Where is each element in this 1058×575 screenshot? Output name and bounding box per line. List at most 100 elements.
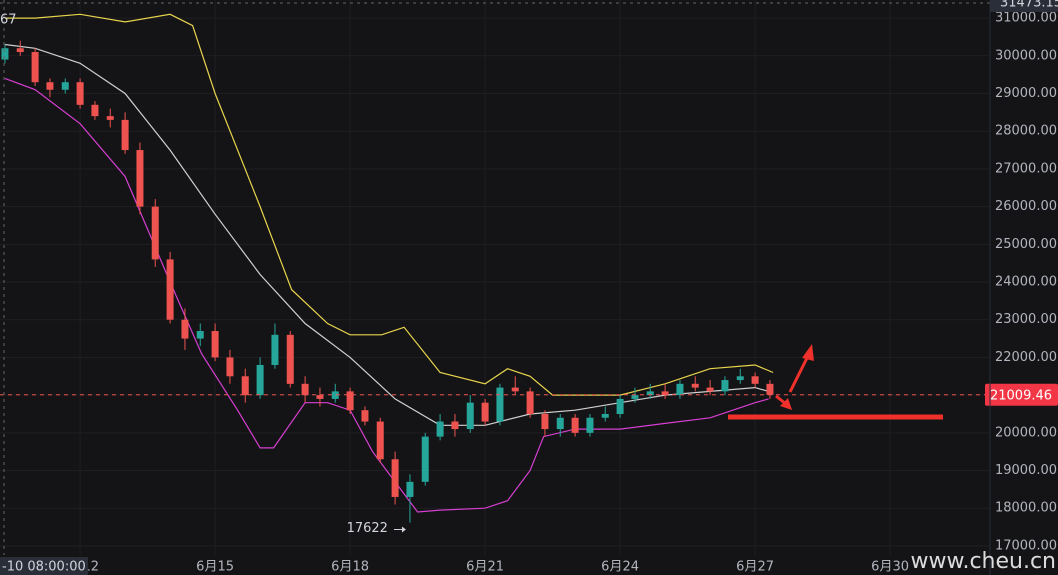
candle-body: [106, 116, 114, 120]
candle-body: [16, 48, 24, 53]
candle: [526, 387, 534, 418]
crosshair-time-box: [0, 557, 88, 575]
candle: [331, 383, 339, 403]
candle: [751, 372, 759, 388]
candle: [271, 323, 279, 369]
candle: [136, 142, 144, 215]
y-tick-label: 19000.00: [995, 463, 1057, 478]
y-tick-label: 31000.00: [995, 11, 1057, 26]
candle-body: [31, 52, 39, 83]
annotation: [728, 344, 943, 420]
last-price-label: 21009.46: [990, 388, 1052, 403]
candle: [286, 331, 294, 388]
candle: [61, 78, 69, 94]
last-price-box: [985, 383, 1058, 406]
candle-body: [736, 376, 744, 381]
candle: [46, 78, 54, 98]
crosshair-price-label: 31473.15: [1000, 0, 1058, 11]
candle: [556, 413, 564, 437]
candle-body: [76, 82, 84, 105]
candle: [361, 406, 369, 426]
candle: [226, 349, 234, 384]
candle-body: [331, 391, 339, 399]
annotation-arrow-head: [802, 344, 814, 361]
y-tick-label: 26000.00: [995, 199, 1057, 214]
annotation-arrow: [788, 355, 810, 393]
y-tick-label: 27000.00: [995, 161, 1057, 176]
candle-body: [376, 421, 384, 460]
candle-body: [211, 331, 219, 358]
candle-body: [346, 391, 354, 411]
candle: [91, 101, 99, 120]
candle-body: [181, 319, 189, 339]
candle: [586, 413, 594, 437]
y-tick-label: 29000.00: [995, 86, 1057, 101]
watermark: www.cheu.cn: [910, 549, 1056, 574]
candle: [421, 432, 429, 486]
candle: [451, 413, 459, 437]
candle-body: [226, 357, 234, 377]
crosshair-time-label: -10 08:00:00: [2, 560, 86, 575]
candle-body: [766, 383, 774, 395]
y-tick-label: 25000.00: [995, 237, 1057, 252]
candle: [151, 199, 159, 267]
candle: [316, 387, 324, 407]
candle-body: [556, 417, 564, 430]
candle: [391, 451, 399, 505]
y-tick-label: 24000.00: [995, 275, 1057, 290]
x-tick-label: 6月30: [871, 560, 909, 575]
candle-body: [121, 119, 129, 151]
candle-body: [451, 421, 459, 430]
candle-body: [511, 387, 519, 392]
candle: [601, 406, 609, 422]
candle-body: [301, 383, 309, 396]
candle-body: [151, 206, 159, 260]
candle: [691, 376, 699, 392]
candle: [31, 48, 39, 86]
candle-body: [541, 413, 549, 430]
candle-body: [601, 413, 609, 418]
low-arrow-head: [401, 526, 406, 533]
candle: [256, 357, 264, 399]
candle: [511, 376, 519, 396]
candle: [721, 376, 729, 396]
candle-body: [751, 376, 759, 384]
candle: [676, 380, 684, 399]
candle: [1, 44, 9, 64]
candle: [481, 398, 489, 426]
candle-body: [46, 82, 54, 90]
annotation-arrow-head: [780, 398, 792, 410]
candle: [16, 40, 24, 56]
candle-body: [661, 391, 669, 396]
candle: [301, 376, 309, 403]
x-tick-label: 6月15: [196, 560, 234, 575]
candle: [541, 410, 549, 437]
y-tick-label: 30000.00: [995, 48, 1057, 63]
crosshair-price-box: [990, 0, 1058, 12]
candle-body: [91, 104, 99, 117]
candle: [346, 387, 354, 414]
candle-body: [61, 82, 69, 90]
y-tick-label: 18000.00: [995, 501, 1057, 516]
y-tick-label: 22000.00: [995, 350, 1057, 365]
candle: [646, 383, 654, 399]
candle-body: [241, 376, 249, 396]
candle: [181, 308, 189, 350]
candle: [571, 413, 579, 437]
candle: [436, 413, 444, 441]
candle-body: [481, 402, 489, 422]
candle-body: [196, 331, 204, 339]
candle: [406, 474, 414, 523]
candle-body: [361, 410, 369, 422]
candle: [736, 368, 744, 384]
candle: [466, 395, 474, 433]
candle-body: [676, 383, 684, 396]
low-label: 17622: [347, 521, 388, 536]
candle-body: [496, 387, 504, 422]
x-tick-label: 6月27: [736, 560, 774, 575]
candle: [766, 380, 774, 399]
x-tick-label: 6月24: [601, 560, 639, 575]
candle: [121, 112, 129, 154]
